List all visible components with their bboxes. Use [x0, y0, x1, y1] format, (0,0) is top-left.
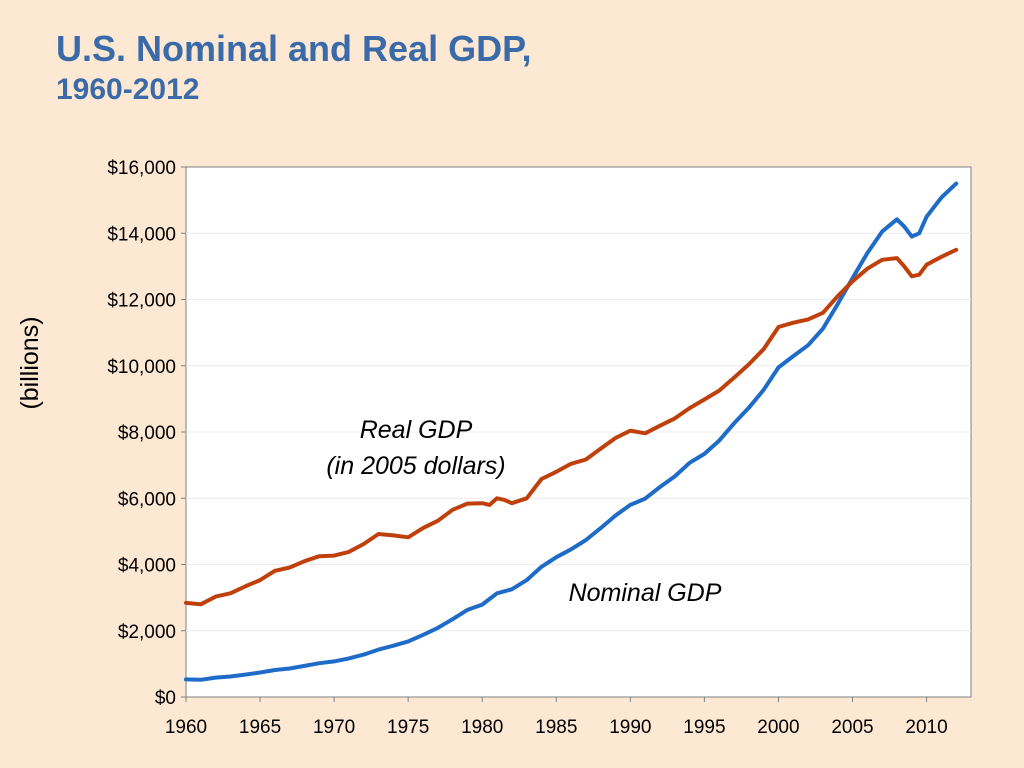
y-tick-label: $8,000: [118, 423, 176, 444]
nominal-gdp-line: [184, 181, 959, 682]
y-tick-label: $14,000: [107, 224, 176, 245]
y-tick-label: $16,000: [107, 158, 176, 179]
title-line-2: 1960-2012: [56, 73, 200, 106]
real-gdp-annotation-line2: (in 2005 dollars): [326, 452, 505, 480]
x-tick-label: 1995: [683, 717, 725, 738]
x-tick-label: 1985: [535, 717, 577, 738]
x-tick-label: 1965: [239, 717, 281, 738]
x-tick-label: 2000: [757, 717, 799, 738]
x-tick-label: 1975: [387, 717, 429, 738]
y-tick-label: $2,000: [118, 622, 176, 643]
real-gdp-annotation-line1: Real GDP: [360, 416, 473, 444]
y-axis: $0 $2,000 $4,000 $6,000 $8,000 $10,000 $12,000…: [107, 158, 186, 709]
real-gdp-line: [184, 247, 959, 607]
title-line-1: U.S. Nominal and Real GDP,: [56, 28, 532, 69]
x-tick-label: 1960: [165, 717, 207, 738]
x-tick-label: 1980: [461, 717, 503, 738]
x-tick-label: 2010: [905, 717, 947, 738]
y-tick-label: $4,000: [118, 556, 176, 577]
y-tick-label: $6,000: [118, 489, 176, 510]
y-tick-label: $12,000: [107, 291, 176, 312]
series-lines: [184, 181, 959, 682]
x-tick-label: 1970: [313, 717, 355, 738]
x-tick-label: 2005: [831, 717, 873, 738]
nominal-gdp-annotation: Nominal GDP: [569, 579, 722, 607]
y-axis-label: (billions): [16, 316, 44, 409]
y-tick-label: $10,000: [107, 357, 176, 378]
slide-title: U.S. Nominal and Real GDP, 1960-2012: [56, 28, 531, 110]
y-tick-label: $0: [155, 688, 176, 709]
x-tick-label: 1990: [609, 717, 651, 738]
x-axis: 1960 1965 1970 1975 1980 1985 1990 1995 2000 2005…: [165, 697, 948, 738]
